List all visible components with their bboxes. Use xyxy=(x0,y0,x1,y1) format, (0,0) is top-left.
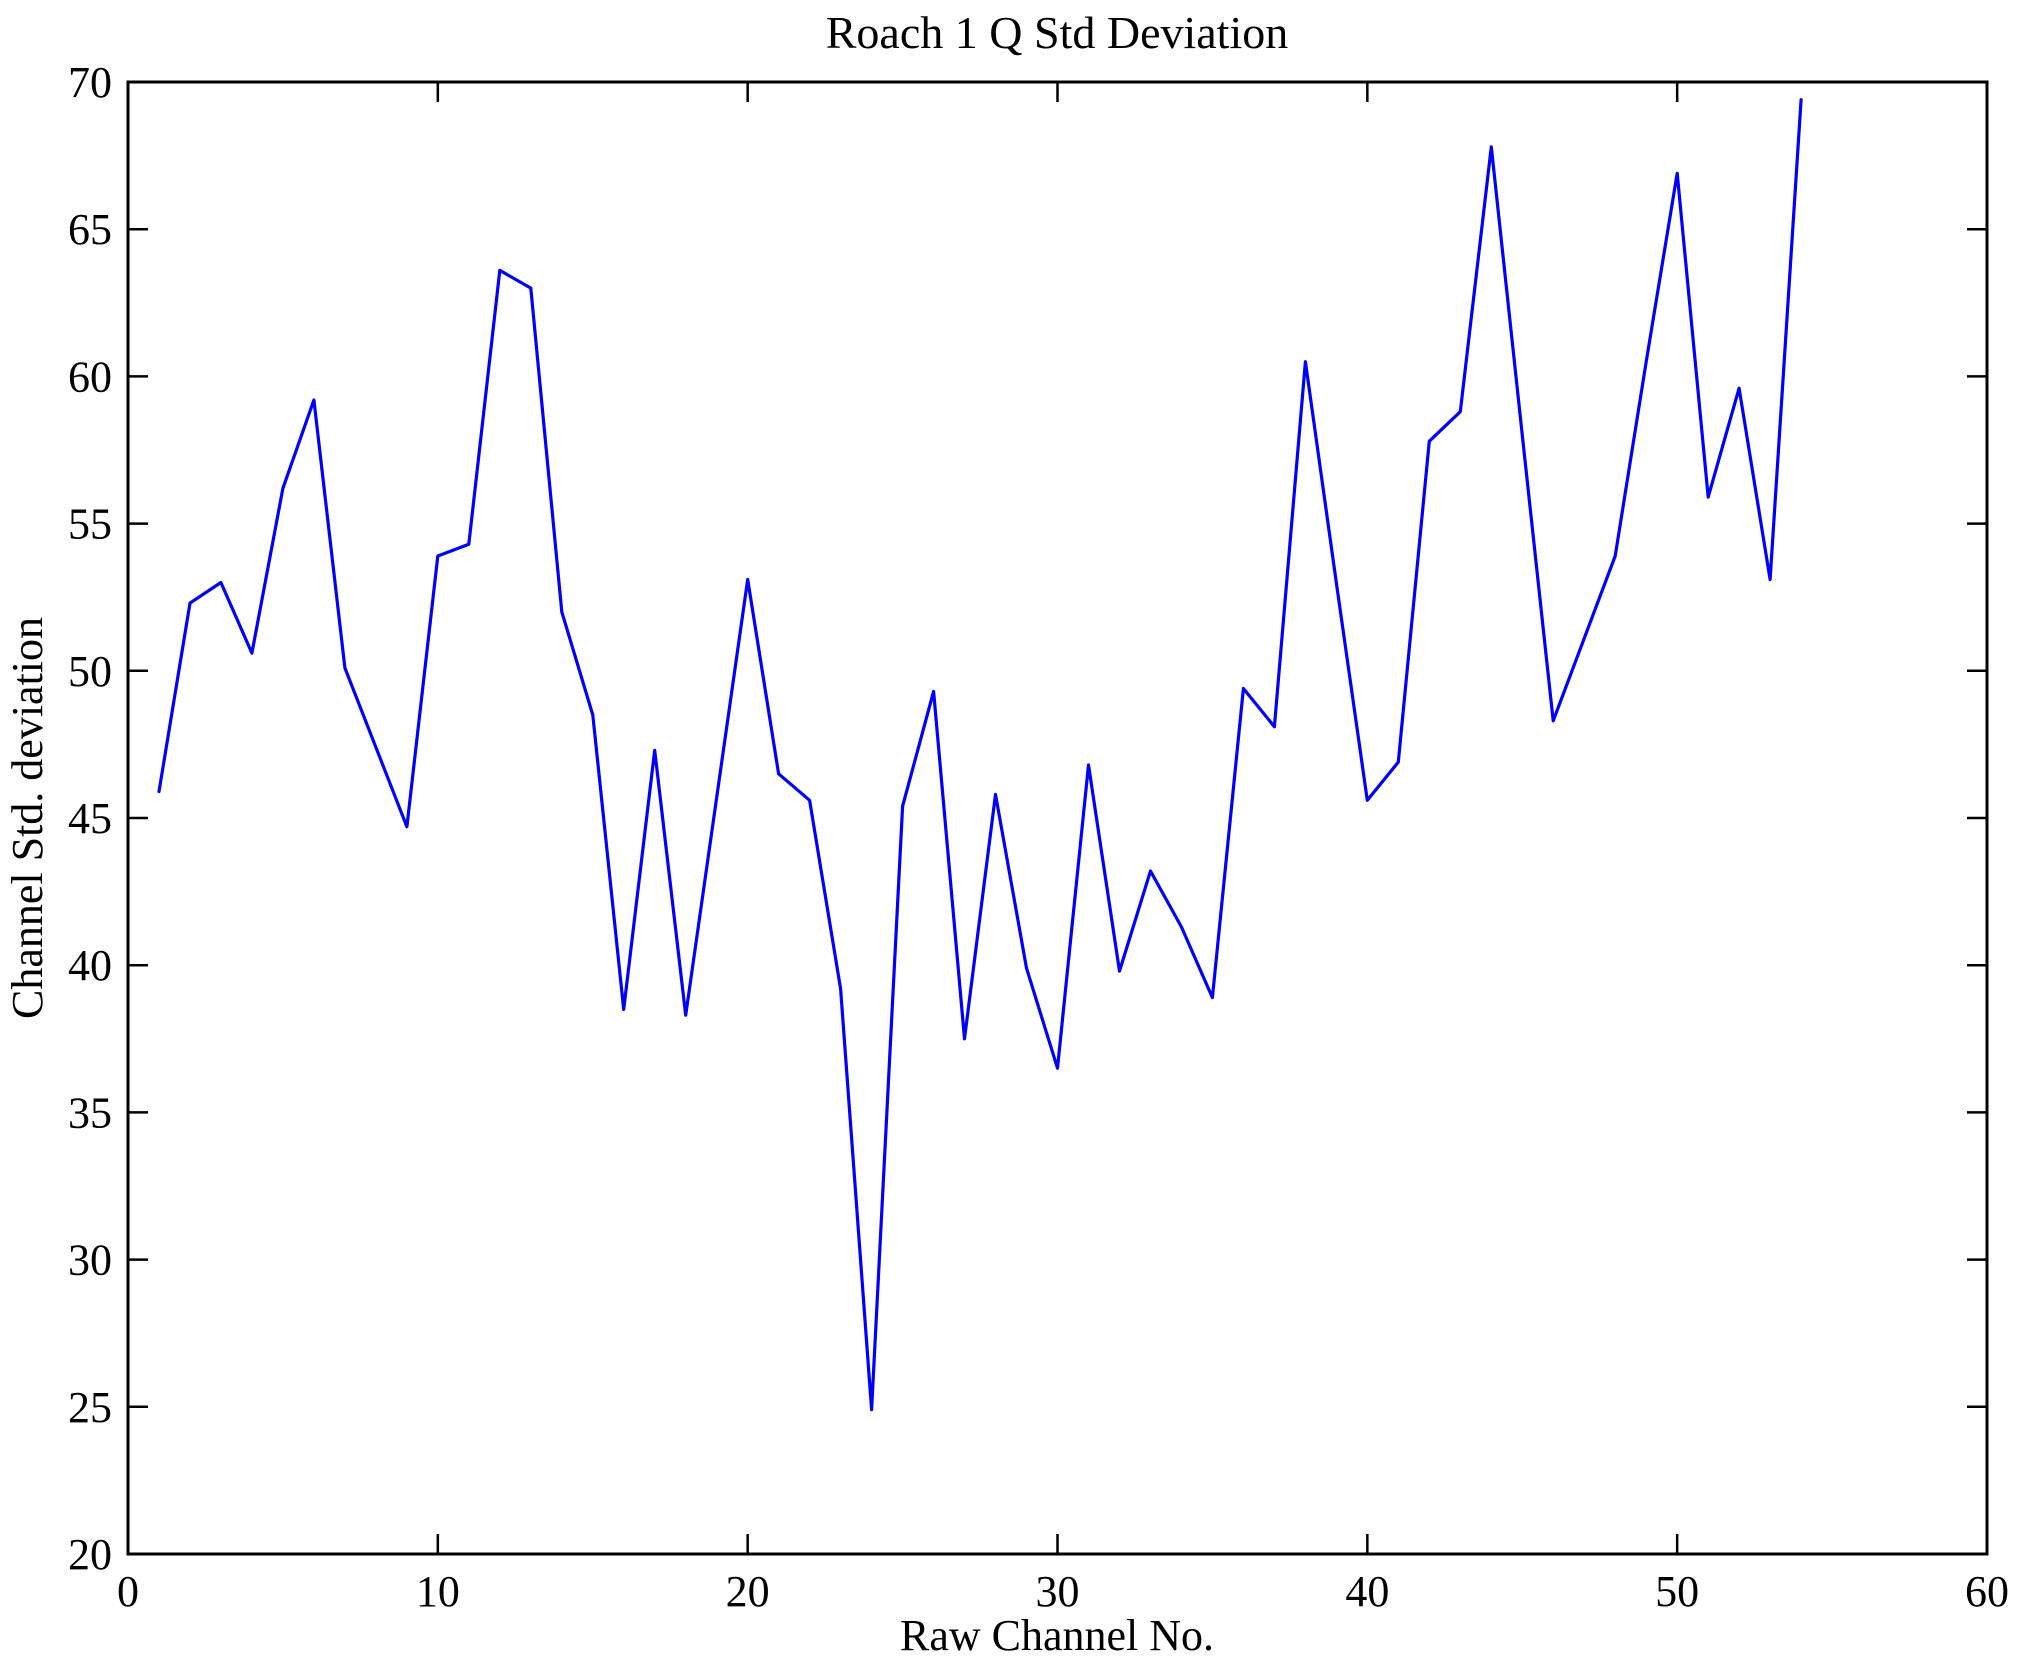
tick-label: 25 xyxy=(68,1383,112,1432)
data-series-line xyxy=(157,98,1803,1412)
tick-label: 60 xyxy=(68,352,112,401)
tick-label: 65 xyxy=(68,205,112,254)
tick-label: 40 xyxy=(68,941,112,990)
tick-label: 0 xyxy=(117,1567,139,1616)
x-axis-label: Raw Channel No. xyxy=(900,1611,1214,1660)
tick-label: 40 xyxy=(1345,1567,1389,1616)
y-axis-label: Channel Std. deviation xyxy=(3,617,52,1019)
tick-label: 60 xyxy=(1965,1567,2009,1616)
tick-label: 20 xyxy=(68,1530,112,1579)
tick-label: 20 xyxy=(726,1567,770,1616)
tick-label: 30 xyxy=(68,1236,112,1285)
tick-label: 30 xyxy=(1036,1567,1080,1616)
tick-label: 50 xyxy=(1655,1567,1699,1616)
tick-label: 50 xyxy=(68,647,112,696)
axis-tick-labels: 0 10 20 30 40 50 60 20 25 30 35 40 45 50 55 60 65 70 xyxy=(68,58,2009,1616)
chart-title: Roach 1 Q Std Deviation xyxy=(826,7,1289,58)
tick-label: 35 xyxy=(68,1088,112,1137)
tick-label: 45 xyxy=(68,794,112,843)
axis-ticks xyxy=(126,80,1989,1556)
tick-label: 70 xyxy=(68,58,112,107)
tick-label: 10 xyxy=(416,1567,460,1616)
tick-label: 55 xyxy=(68,500,112,549)
